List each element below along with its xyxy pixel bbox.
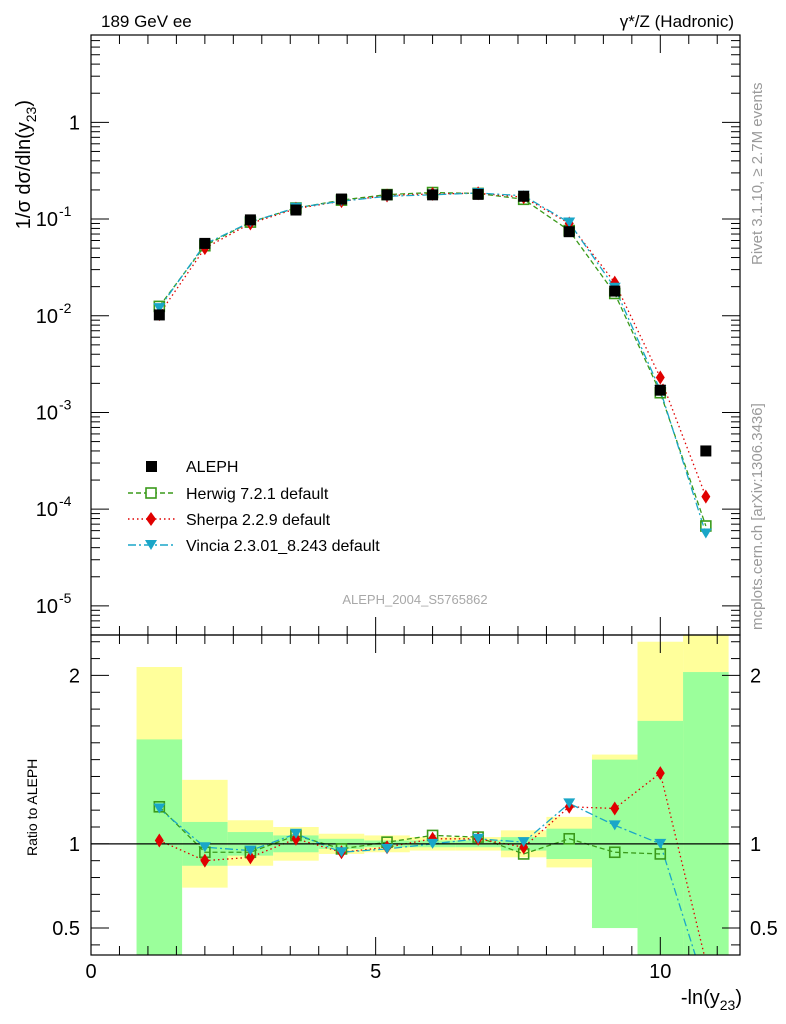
legend-entry-vincia: Vincia 2.3.01_8.243 default bbox=[128, 538, 380, 555]
y-tick-label: 10 bbox=[36, 306, 58, 328]
x-tick-label: 10 bbox=[649, 961, 671, 983]
legend-label-sherpa: Sherpa 2.2.9 default bbox=[186, 512, 331, 529]
x-axis-label: -ln(y23) bbox=[681, 987, 742, 1013]
legend-label-aleph: ALEPH bbox=[186, 459, 238, 476]
axis-ticks bbox=[90, 34, 740, 955]
data-point-vincia bbox=[153, 803, 166, 814]
analysis-id: ALEPH_2004_S5765862 bbox=[342, 592, 487, 607]
data-point-sherpa bbox=[519, 840, 529, 855]
rivet-label: Rivet 3.1.10, ≥ 2.7M events bbox=[749, 83, 766, 266]
data-point-vincia bbox=[335, 847, 348, 858]
ratio-y-tick-label-right: 2 bbox=[750, 665, 761, 687]
y-tick-label: 10 bbox=[36, 596, 58, 618]
data-point-aleph bbox=[199, 237, 211, 249]
y-tick-label-exponent: -5 bbox=[59, 590, 72, 606]
main-y-axis-label: 1/σ dσ/dln(y23) bbox=[13, 100, 39, 229]
ratio-y-tick-label: 0.5 bbox=[52, 918, 80, 940]
ratio-y-axis-label: Ratio to ALEPH bbox=[24, 759, 40, 856]
data-point-vincia bbox=[198, 842, 211, 853]
ratio-panel-frame bbox=[90, 634, 741, 956]
data-point-aleph bbox=[381, 189, 393, 201]
data-point-herwig bbox=[608, 846, 621, 859]
energy-label: 189 GeV ee bbox=[101, 12, 192, 31]
data-point-aleph bbox=[609, 285, 621, 297]
y-tick-label-exponent: -3 bbox=[59, 396, 72, 412]
ratio-y-tick-label: 2 bbox=[69, 665, 80, 687]
legend-label-vincia: Vincia 2.3.01_8.243 default bbox=[186, 538, 380, 555]
y-tick-label-exponent: -4 bbox=[59, 493, 72, 509]
y-tick-label: 10 bbox=[36, 402, 58, 424]
data-point-vincia bbox=[563, 798, 576, 809]
legend-entry-sherpa: Sherpa 2.2.9 default bbox=[128, 512, 331, 529]
data-point-vincia bbox=[244, 845, 257, 856]
data-point-aleph bbox=[563, 226, 575, 238]
mcplots-label: mcplots.cern.ch [arXiv:1306.3436] bbox=[749, 403, 766, 630]
y-tick-label: 10 bbox=[36, 209, 58, 231]
data-point-aleph bbox=[654, 384, 666, 396]
data-point-vincia bbox=[381, 843, 394, 854]
legend: ALEPH Herwig 7.2.1 default Sherpa 2.2.9 … bbox=[128, 459, 380, 555]
legend-marker-herwig bbox=[145, 487, 157, 499]
ratio-y-tick-label: 1 bbox=[69, 834, 80, 856]
data-point-aleph bbox=[335, 193, 347, 205]
data-point-vincia bbox=[472, 833, 485, 844]
data-point-herwig bbox=[654, 848, 667, 860]
data-point-vincia bbox=[563, 217, 576, 228]
data-point-sherpa bbox=[154, 833, 164, 848]
data-point-sherpa bbox=[291, 831, 301, 846]
data-point-sherpa bbox=[610, 801, 620, 816]
series-line-herwig bbox=[158, 191, 707, 527]
x-tick-label: 5 bbox=[370, 961, 381, 983]
data-point-aleph bbox=[290, 204, 302, 216]
y-tick-label-exponent: -2 bbox=[59, 300, 72, 316]
data-point-sherpa bbox=[655, 766, 665, 781]
legend-marker-vincia bbox=[145, 540, 157, 550]
series-markers-main bbox=[153, 186, 712, 539]
data-point-aleph bbox=[153, 309, 165, 321]
data-point-vincia bbox=[517, 837, 530, 848]
series-lines-main bbox=[158, 191, 707, 534]
series-line-vincia bbox=[158, 192, 707, 534]
data-point-aleph bbox=[700, 445, 712, 457]
uncertainty-bands bbox=[136, 635, 729, 955]
x-tick-label: 0 bbox=[85, 961, 96, 983]
ratio-y-tick-label-right: 1 bbox=[750, 834, 761, 856]
legend-marker-aleph bbox=[146, 461, 157, 472]
legend-entry-herwig: Herwig 7.2.1 default bbox=[128, 486, 329, 503]
data-point-sherpa bbox=[705, 954, 707, 955]
legend-label-herwig: Herwig 7.2.1 default bbox=[186, 486, 329, 503]
data-point-aleph bbox=[244, 214, 256, 226]
series-markers-ratio bbox=[153, 766, 707, 955]
band-inner bbox=[683, 672, 729, 955]
ratio-line-herwig bbox=[158, 806, 661, 855]
ratio-y-tick-label-right: 0.5 bbox=[750, 918, 778, 940]
data-point-vincia bbox=[153, 303, 166, 314]
data-point-vincia bbox=[608, 820, 621, 831]
legend-marker-sherpa bbox=[146, 512, 156, 526]
y-tick-label: 1 bbox=[69, 112, 80, 134]
data-point-sherpa bbox=[701, 489, 711, 504]
data-point-vincia bbox=[426, 838, 439, 849]
legend-entry-aleph: ALEPH bbox=[146, 459, 238, 476]
data-point-herwig bbox=[563, 832, 576, 845]
series-line-sherpa bbox=[158, 192, 707, 497]
y-tick-label-exponent: -1 bbox=[59, 203, 72, 219]
y-tick-label: 10 bbox=[36, 499, 58, 521]
data-point-vincia bbox=[289, 828, 302, 839]
data-point-aleph bbox=[427, 189, 439, 201]
data-point-aleph bbox=[518, 190, 530, 202]
process-label: γ*/Z (Hadronic) bbox=[620, 12, 734, 31]
data-point-aleph bbox=[472, 188, 484, 200]
data-point-sherpa bbox=[200, 853, 210, 868]
data-point-vincia bbox=[699, 528, 712, 539]
data-point-vincia bbox=[654, 838, 667, 849]
data-point-sherpa bbox=[245, 850, 255, 865]
data-point-sherpa bbox=[655, 370, 665, 385]
